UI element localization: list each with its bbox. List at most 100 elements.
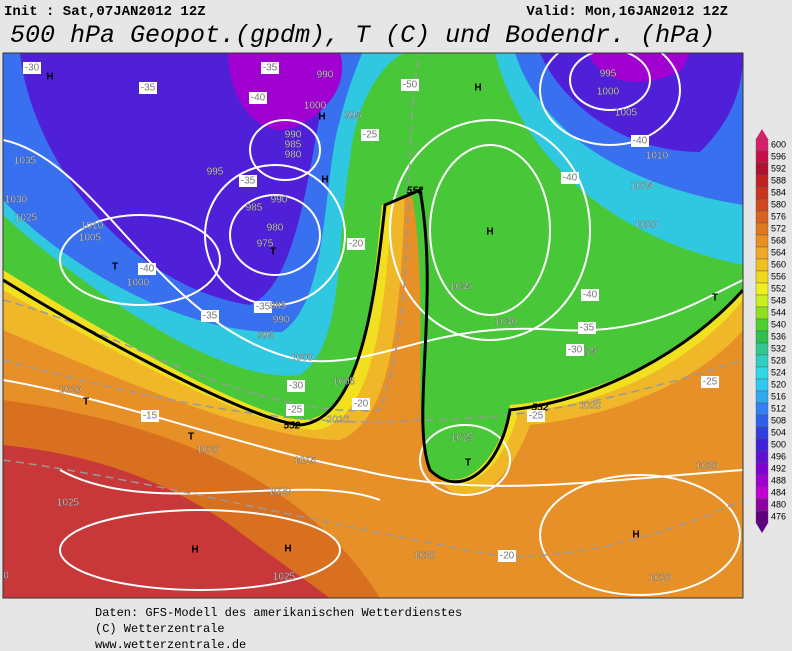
pressure-label: 1025 — [273, 572, 296, 583]
pressure-center: H — [191, 545, 198, 556]
legend-label: 508 — [771, 415, 786, 425]
legend-label: 536 — [771, 331, 786, 341]
label-box — [701, 376, 719, 388]
legend-label: 496 — [771, 451, 786, 461]
legend-label: 500 — [771, 439, 786, 449]
legend-swatch — [755, 270, 769, 284]
pressure-label: 1025 — [15, 213, 38, 224]
pressure-center: T — [465, 458, 471, 469]
legend-label: 512 — [771, 403, 786, 413]
isobars — [3, 53, 743, 596]
pressure-label: 990 — [285, 130, 302, 141]
pressure-label: 995 — [600, 69, 617, 80]
temperature-label: -15 — [143, 411, 158, 422]
temperature-label: -35 — [263, 63, 278, 74]
legend-swatch — [755, 150, 769, 164]
legend-label: 528 — [771, 355, 786, 365]
legend-swatch — [755, 414, 769, 428]
label-box — [527, 410, 545, 422]
label-box — [141, 410, 159, 422]
pressure-label: 1010 — [197, 445, 220, 456]
legend-swatch — [755, 258, 769, 272]
footer-line: www.wetterzentrale.de — [95, 638, 246, 651]
legend-label: 580 — [771, 199, 786, 209]
pressure-label: 1005 — [615, 108, 638, 119]
field-warm — [3, 445, 330, 598]
legend-label: 548 — [771, 295, 786, 305]
legend-label: 544 — [771, 307, 786, 317]
legend-label: 592 — [771, 163, 786, 173]
pressure-label: 985 — [246, 203, 263, 214]
contour-552 — [3, 187, 743, 484]
legend-label: 520 — [771, 379, 786, 389]
pressure-label: 1030 — [5, 195, 28, 206]
label-box — [287, 380, 305, 392]
pressure-label: 980 — [267, 223, 284, 234]
pressure-label: 1005 — [79, 233, 102, 244]
temperature-label: -35 — [241, 176, 256, 187]
pressure-label: 1020 — [269, 487, 292, 498]
pressure-label: 1025 — [575, 347, 598, 358]
temperature-label: -35 — [141, 83, 156, 94]
pressure-label: 990 — [317, 70, 334, 81]
legend-label: 524 — [771, 367, 786, 377]
legend-label: 576 — [771, 211, 786, 221]
legend-arrow — [756, 523, 768, 533]
pressure-center: H — [474, 83, 481, 94]
field-core — [228, 53, 343, 130]
temperature-label: -25 — [703, 377, 718, 388]
temperature-label: -40 — [633, 136, 648, 147]
legend-label: 600 — [771, 139, 786, 149]
pressure-label: 985 — [285, 140, 302, 151]
pressure-center: T — [270, 247, 276, 258]
temperature-label: -35 — [580, 323, 595, 334]
temperature-label: -30 — [289, 381, 304, 392]
legend-label: 504 — [771, 427, 786, 437]
label-box — [201, 310, 219, 322]
legend-swatch — [755, 174, 769, 188]
pressure-center: T — [112, 262, 118, 273]
pressure-label: 1015 — [631, 181, 654, 192]
legend-swatch — [755, 474, 769, 488]
label-box — [578, 322, 596, 334]
pressure-label: 1030 — [495, 317, 518, 328]
pressure-label: 1015 — [451, 433, 474, 444]
legend-swatch — [755, 198, 769, 212]
legend-label: 564 — [771, 247, 786, 257]
pressure-label: 1000 — [127, 278, 150, 289]
pressure-label: 1010 — [327, 415, 350, 426]
label-box — [631, 135, 649, 147]
pressure-label: 1020 — [649, 573, 672, 584]
footer-line: Daten: GFS-Modell des amerikanischen Wet… — [95, 606, 462, 620]
label-box — [139, 82, 157, 94]
legend-label: 476 — [771, 511, 786, 521]
pressure-label: 1010 — [646, 151, 669, 162]
legend-swatch — [755, 342, 769, 356]
pressure-label: 995 — [345, 111, 362, 122]
legend-arrow — [756, 129, 768, 139]
map-title: 500 hPa Geopot.(gpdm), T (C) und Bodendr… — [10, 21, 715, 50]
valid-time: Valid: Mon,16JAN2012 12Z — [526, 4, 728, 20]
temperature-label: -25 — [288, 405, 303, 416]
legend-swatch — [755, 450, 769, 464]
temperature-label: -40 — [563, 173, 578, 184]
pressure-label: 1035 — [450, 282, 473, 293]
legend-label: 596 — [771, 151, 786, 161]
legend-swatch — [755, 246, 769, 260]
legend-swatch — [755, 438, 769, 452]
footer-line: (C) Wetterzentrale — [95, 622, 225, 636]
temperature-label: -20 — [354, 399, 369, 410]
legend-swatch — [755, 222, 769, 236]
legend-swatch — [755, 234, 769, 248]
legend-swatch — [755, 402, 769, 416]
legend-swatch — [755, 426, 769, 440]
label-box — [581, 289, 599, 301]
pressure-center: T — [188, 432, 194, 443]
pressure-center: H — [318, 112, 325, 123]
temperature-label: -20 — [500, 551, 515, 562]
pressure-label: 990 — [271, 195, 288, 206]
temperature-label: -35 — [203, 311, 218, 322]
legend-swatch — [755, 498, 769, 512]
